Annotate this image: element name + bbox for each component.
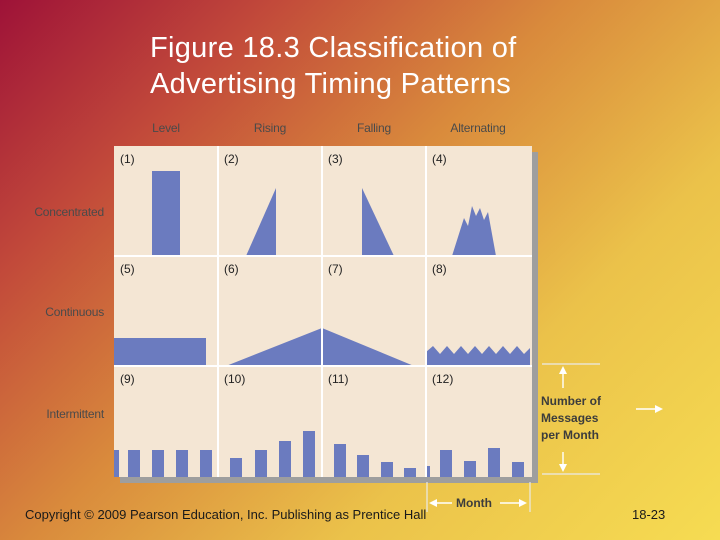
y-axis-label-line-3: per Month (541, 428, 599, 442)
column-heading-falling: Falling (357, 121, 391, 135)
grid-divider (114, 365, 532, 367)
pattern-level-intermittent (114, 450, 212, 477)
cell-falling-continuous: (7) (322, 256, 426, 366)
y-axis-arrow-down-head (559, 464, 567, 472)
y-axis-label-line-1: Number of (541, 394, 601, 408)
pattern-falling-concentrated (362, 188, 394, 256)
y-axis-arrow-up-head (559, 366, 567, 374)
cell-number: (2) (224, 152, 239, 166)
pattern-rising-continuous (226, 328, 322, 366)
pattern-alternating-continuous (426, 346, 530, 366)
cell-level-intermittent: (9) (114, 366, 218, 477)
title-line-2: Advertising Timing Patterns (150, 68, 512, 100)
pattern-rising-intermittent (230, 431, 315, 477)
pattern-level-continuous (114, 338, 206, 366)
cell-alternating-intermittent: (12) (426, 366, 530, 477)
cell-number: (7) (328, 262, 343, 276)
x-axis-arrow-left-head (429, 499, 437, 507)
cell-rising-intermittent: (10) (218, 366, 322, 477)
title-line-1: Figure 18.3 Classification of (150, 32, 517, 64)
pattern-falling-continuous (322, 328, 414, 366)
cell-number: (9) (120, 372, 135, 386)
timing-pattern-grid: (1) (2) (3) (4) (5) (6) (7) (114, 146, 532, 477)
x-axis-label: Month (456, 496, 492, 510)
grid-divider (321, 146, 323, 477)
row-heading-continuous: Continuous (45, 305, 104, 319)
cell-rising-concentrated: (2) (218, 146, 322, 256)
x-axis-arrow-right-head (519, 499, 527, 507)
cell-number: (6) (224, 262, 239, 276)
cell-level-continuous: (5) (114, 256, 218, 366)
cell-falling-concentrated: (3) (322, 146, 426, 256)
column-heading-level: Level (152, 121, 180, 135)
pattern-level-concentrated (152, 171, 180, 256)
pointer-arrow-head (655, 405, 663, 413)
pattern-rising-concentrated (246, 188, 276, 256)
pattern-alternating-intermittent (426, 448, 524, 477)
cell-number: (1) (120, 152, 135, 166)
cell-number: (12) (432, 372, 454, 386)
grid-divider (425, 146, 427, 477)
grid-divider (217, 146, 219, 477)
row-heading-concentrated: Concentrated (34, 205, 104, 219)
copyright-notice: Copyright © 2009 Pearson Education, Inc.… (25, 507, 427, 522)
cell-number: (11) (328, 372, 349, 386)
cell-number: (4) (432, 152, 447, 166)
y-axis-label: Number of Messages per Month (541, 393, 601, 444)
cell-alternating-continuous: (8) (426, 256, 530, 366)
column-heading-alternating: Alternating (450, 121, 506, 135)
column-heading-rising: Rising (253, 121, 287, 135)
cell-rising-continuous: (6) (218, 256, 322, 366)
grid-divider (114, 255, 532, 257)
cell-number: (10) (224, 372, 246, 386)
cell-level-concentrated: (1) (114, 146, 218, 256)
slide-number: 18-23 (632, 507, 666, 522)
pattern-alternating-concentrated (452, 206, 496, 256)
cell-number: (8) (432, 262, 447, 276)
pattern-falling-intermittent (334, 444, 416, 477)
slide-title: Figure 18.3 Classification of Advertisin… (150, 30, 620, 102)
y-axis-label-line-2: Messages (541, 411, 599, 425)
cell-falling-intermittent: (11) (322, 366, 426, 477)
row-heading-intermittent: Intermittent (46, 407, 104, 421)
cell-alternating-concentrated: (4) (426, 146, 530, 256)
cell-number: (5) (120, 262, 135, 276)
cell-number: (3) (328, 152, 343, 166)
